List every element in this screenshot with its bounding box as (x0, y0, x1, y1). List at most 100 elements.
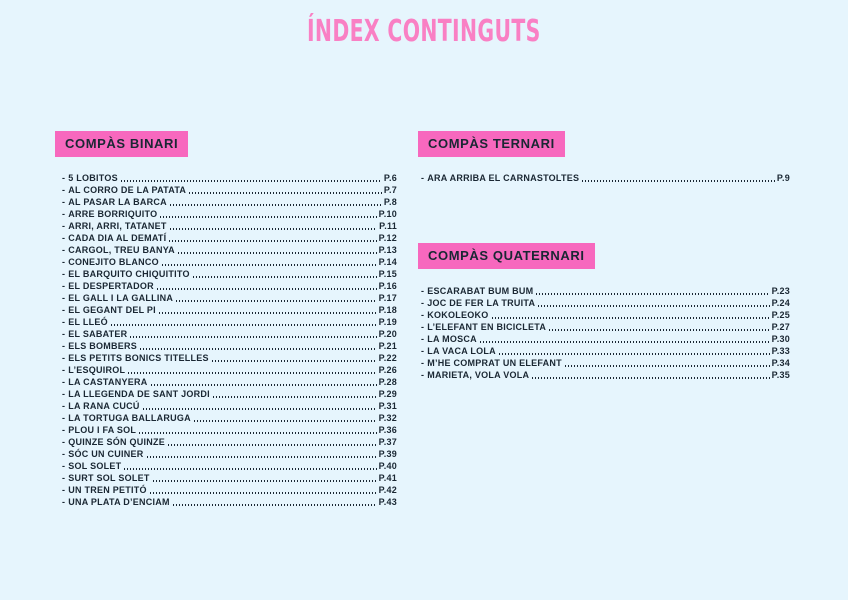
list-marker: - (62, 329, 66, 339)
entry-page: P.34 (771, 358, 790, 368)
dotted-leader (491, 317, 770, 319)
entry-page: P.18 (378, 305, 397, 315)
toc-entry: - SOL SOLET P.40 (62, 460, 397, 472)
toc-list-binari: - 5 LOBITOS P.6 - AL CORRO DE LA PATATA … (55, 172, 400, 508)
entry-title: CARGOL, TREU BANYA (68, 245, 175, 255)
page-title: ÍNDEX CONTINGUTS (307, 14, 541, 49)
dotted-leader (124, 468, 377, 470)
list-marker: - (62, 353, 66, 363)
list-marker: - (62, 437, 66, 447)
entry-title: QUINZE SÓN QUINZE (68, 437, 166, 447)
entry-page: P.21 (378, 341, 397, 351)
toc-entry: - ARRI, ARRI, TATANET P.11 (62, 220, 397, 232)
toc-entry: - EL GALL I LA GALLINA P.17 (62, 292, 397, 304)
toc-entry: - AL CORRO DE LA PATATA P.7 (62, 184, 397, 196)
entry-page: P.23 (771, 286, 790, 296)
toc-entry: - EL GEGANT DEL PI P.18 (62, 304, 397, 316)
list-marker: - (62, 257, 66, 267)
entry-page: P.43 (378, 497, 397, 507)
entry-title: KOKOLEOKO (427, 310, 489, 320)
dotted-leader (212, 396, 377, 398)
toc-entry: - QUINZE SÓN QUINZE P.37 (62, 436, 397, 448)
entry-page: P.9 (776, 173, 790, 183)
toc-entry: - CADA DIA AL DEMATÍ P.12 (62, 232, 397, 244)
toc-list-ternari: - ARA ARRIBA EL CARNASTOLTES P.9 (418, 172, 790, 184)
dotted-leader (549, 329, 770, 331)
list-marker: - (62, 269, 66, 279)
section-compas-quaternari: COMPÀS QUATERNARI - ESCARABAT BUM BUM P.… (418, 243, 790, 381)
entry-title: L’ESQUIROL (68, 365, 126, 375)
entry-title: AL PASAR LA BARCA (68, 197, 167, 207)
entry-title: ARA ARRIBA EL CARNASTOLTES (427, 173, 580, 183)
entry-title: LA CASTANYERA (68, 377, 148, 387)
dotted-leader (140, 348, 377, 350)
toc-entry: - CARGOL, TREU BANYA P.13 (62, 244, 397, 256)
entry-page: P.16 (378, 281, 397, 291)
list-marker: - (421, 173, 425, 183)
toc-entry: - EL BARQUITO CHIQUITITO P.15 (62, 268, 397, 280)
dotted-leader (192, 276, 377, 278)
list-marker: - (62, 185, 66, 195)
toc-entry: - 5 LOBITOS P.6 (62, 172, 397, 184)
dotted-leader (160, 216, 377, 218)
entry-title: PLOU I FA SOL (68, 425, 137, 435)
list-marker: - (62, 413, 66, 423)
toc-entry: - EL SABATER P.20 (62, 328, 397, 340)
dotted-leader (479, 341, 770, 343)
list-marker: - (62, 197, 66, 207)
list-marker: - (62, 209, 66, 219)
entry-page: P.7 (383, 185, 397, 195)
toc-entry: - EL DESPERTADOR P.16 (62, 280, 397, 292)
entry-title: SOL SOLET (68, 461, 122, 471)
entry-page: P.28 (378, 377, 397, 387)
dotted-leader (532, 377, 770, 379)
entry-page: P.25 (771, 310, 790, 320)
entry-title: L’ELEFANT EN BICICLETA (427, 322, 547, 332)
entry-title: EL BARQUITO CHIQUITITO (68, 269, 190, 279)
list-marker: - (62, 497, 66, 507)
toc-entry: - CONEJITO BLANCO P.14 (62, 256, 397, 268)
toc-entry: - ARA ARRIBA EL CARNASTOLTES P.9 (421, 172, 790, 184)
dotted-leader (110, 324, 377, 326)
entry-title: UN TREN PETITÓ (68, 485, 147, 495)
list-marker: - (62, 317, 66, 327)
entry-page: P.17 (378, 293, 397, 303)
entry-title: ELS PETITS BONICS TITELLES (68, 353, 209, 363)
entry-title: EL GEGANT DEL PI (68, 305, 156, 315)
list-marker: - (62, 377, 66, 387)
dotted-leader (172, 504, 377, 506)
list-marker: - (421, 310, 425, 320)
list-marker: - (62, 173, 66, 183)
toc-entry: - AL PASAR LA BARCA P.8 (62, 196, 397, 208)
list-marker: - (421, 322, 425, 332)
entry-page: P.6 (383, 173, 397, 183)
dotted-leader (150, 384, 377, 386)
dotted-leader (130, 336, 377, 338)
dotted-leader (139, 432, 377, 434)
entry-title: MARIETA, VOLA VOLA (427, 370, 530, 380)
dotted-leader (168, 444, 377, 446)
toc-entry: - SURT SOL SOLET P.41 (62, 472, 397, 484)
entry-title: LA RANA CUCÚ (68, 401, 140, 411)
dotted-leader (169, 228, 378, 230)
dotted-leader (582, 180, 775, 182)
list-marker: - (62, 449, 66, 459)
list-marker: - (62, 293, 66, 303)
toc-entry: - EL LLEÓ P.19 (62, 316, 397, 328)
toc-entry: - SÓC UN CUINER P.39 (62, 448, 397, 460)
toc-entry: - LA RANA CUCÚ P.31 (62, 400, 397, 412)
toc-entry: - LA VACA LOLA P.33 (421, 345, 790, 357)
toc-list-quaternari: - ESCARABAT BUM BUM P.23 - JOC DE FER LA… (418, 285, 790, 381)
dotted-leader (149, 492, 377, 494)
list-marker: - (62, 389, 66, 399)
entry-page: P.26 (378, 365, 397, 375)
section-header-quaternari: COMPÀS QUATERNARI (418, 243, 595, 269)
toc-entry: - MARIETA, VOLA VOLA P.35 (421, 369, 790, 381)
list-marker: - (62, 221, 66, 231)
entry-title: UNA PLATA D’ENCIAM (68, 497, 170, 507)
entry-page: P.39 (378, 449, 397, 459)
list-marker: - (421, 298, 425, 308)
toc-entry: - LA CASTANYERA P.28 (62, 376, 397, 388)
list-marker: - (421, 346, 425, 356)
